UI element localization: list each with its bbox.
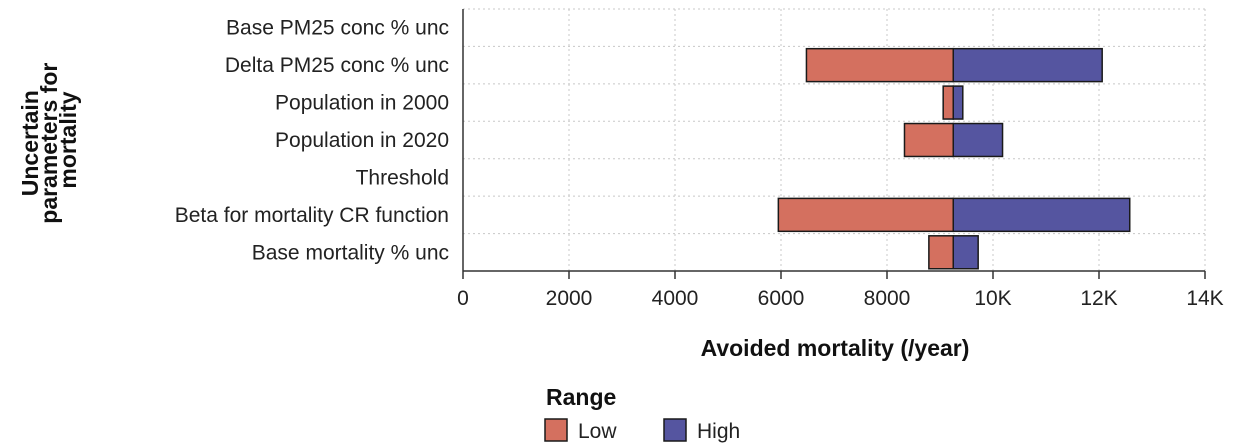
bar-high-population-in-2020 xyxy=(952,122,1004,158)
bars xyxy=(777,47,1131,270)
legend-label-low: Low xyxy=(578,420,617,443)
bar-high-base-mortality-unc xyxy=(952,235,979,270)
legend-title: Range xyxy=(546,384,616,410)
bar-high-population-in-2000 xyxy=(952,85,964,120)
x-tick-label: 2000 xyxy=(546,287,593,310)
bar-low-base-mortality-unc xyxy=(928,235,954,270)
x-tick-label: 4000 xyxy=(652,287,699,310)
category-label: Base mortality % unc xyxy=(252,241,449,264)
bar-low-delta-pm25-conc-unc xyxy=(805,47,954,83)
y-axis-title: Uncertain parameters for mortality xyxy=(17,56,81,223)
bar-low-beta-for-mortality-cr-function xyxy=(777,197,954,233)
x-tick-label: 12K xyxy=(1080,287,1117,310)
category-label: Base PM25 conc % unc xyxy=(226,17,449,40)
x-tick-label: 0 xyxy=(457,287,469,310)
category-label: Population in 2020 xyxy=(275,129,449,152)
y-axis-title-line-2: parameters for xyxy=(36,63,62,224)
x-tick-label: 8000 xyxy=(864,287,911,310)
legend-swatch-high xyxy=(663,418,687,442)
category-label: Delta PM25 conc % unc xyxy=(225,54,449,77)
bar-low-population-in-2000 xyxy=(942,85,954,120)
legend: Range Low High xyxy=(544,384,740,443)
x-axis: 0 2000 4000 6000 8000 10K 12K 14K xyxy=(457,9,1224,310)
x-axis-title: Avoided mortality (/year) xyxy=(701,335,970,361)
y-axis-title-line-1: Uncertain xyxy=(17,90,43,196)
x-tick-label: 6000 xyxy=(758,287,805,310)
bar-low-population-in-2020 xyxy=(903,122,954,158)
bar-high-beta-for-mortality-cr-function xyxy=(952,197,1131,233)
category-label: Population in 2000 xyxy=(275,92,449,115)
category-label: Beta for mortality CR function xyxy=(175,204,449,227)
x-tick-label: 10K xyxy=(974,287,1011,310)
category-labels: Base PM25 conc % unc Delta PM25 conc % un… xyxy=(175,17,449,265)
legend-swatch-low xyxy=(544,418,568,442)
category-label: Threshold xyxy=(356,166,449,189)
x-tick-label: 14K xyxy=(1186,287,1223,310)
legend-label-high: High xyxy=(697,420,740,443)
y-axis-title-line-3: mortality xyxy=(55,91,81,188)
grid-lines xyxy=(463,8,1206,271)
bar-high-delta-pm25-conc-unc xyxy=(952,47,1103,83)
